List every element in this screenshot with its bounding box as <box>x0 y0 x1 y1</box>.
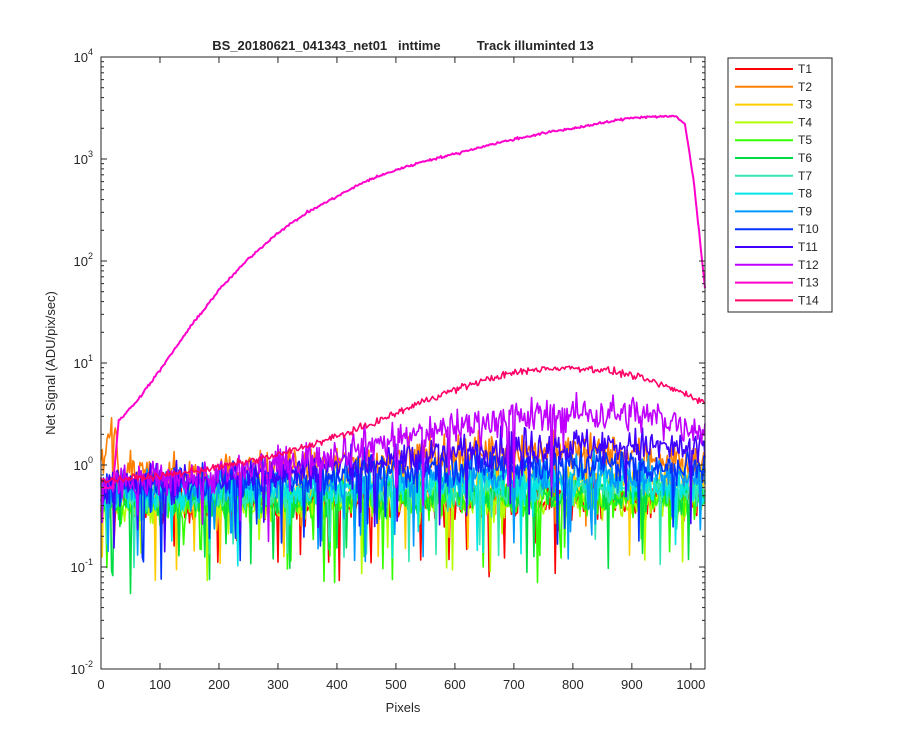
legend-label-t3: T3 <box>798 98 812 112</box>
series-layer <box>100 114 706 595</box>
legend-label-t10: T10 <box>798 222 819 236</box>
y-tick-label: 104 <box>74 47 93 65</box>
legend-label-t14: T14 <box>798 293 819 307</box>
x-tick-label: 900 <box>621 677 643 692</box>
legend-label-t8: T8 <box>798 187 812 201</box>
x-tick-label: 800 <box>562 677 584 692</box>
y-tick-label: 102 <box>74 251 93 269</box>
x-tick-label: 300 <box>267 677 289 692</box>
legend-label-t4: T4 <box>798 115 812 129</box>
y-axis: 10-2 10-1 100 101 102 103 104 <box>71 47 705 677</box>
legend-label-t6: T6 <box>798 151 812 165</box>
x-tick-label: 400 <box>326 677 348 692</box>
legend-label-t7: T7 <box>798 169 812 183</box>
x-tick-label: 700 <box>503 677 525 692</box>
x-tick-label: 200 <box>208 677 230 692</box>
series-line-t14 <box>100 365 706 484</box>
x-tick-label: 100 <box>149 677 171 692</box>
chart-title: BS_20180621_041343_net01 inttime Track i… <box>212 38 594 53</box>
legend-label-t1: T1 <box>798 62 812 76</box>
legend-label-t5: T5 <box>798 133 812 147</box>
x-tick-label: 600 <box>444 677 466 692</box>
series-line-t11 <box>100 425 706 553</box>
y-tick-label: 103 <box>74 149 93 167</box>
x-axis: 0 100 200 300 400 500 600 700 800 900 1000 <box>97 57 705 692</box>
y-tick-label: 10-2 <box>71 659 93 677</box>
x-axis-title: Pixels <box>386 700 421 715</box>
y-tick-label: 10-1 <box>71 557 93 575</box>
legend-label-t11: T11 <box>798 240 818 254</box>
legend-label-t2: T2 <box>798 80 812 94</box>
y-axis-title: Net Signal (ADU/pix/sec) <box>43 291 58 435</box>
legend-label-t12: T12 <box>798 258 819 272</box>
x-tick-label: 500 <box>385 677 407 692</box>
y-tick-label: 101 <box>74 353 93 371</box>
legend-label-t13: T13 <box>798 276 819 290</box>
legend: T1 T2 T3 T4 T5 T6 T7 T8 T9 T10 T11 T12 T13 T14 <box>727 57 833 313</box>
legend-box <box>727 57 833 313</box>
y-tick-label: 100 <box>74 455 93 473</box>
x-tick-label: 1000 <box>676 677 705 692</box>
legend-label-t9: T9 <box>798 204 812 218</box>
series-line-t13 <box>100 114 706 490</box>
series-line-t12 <box>100 391 706 543</box>
plot-area <box>101 57 705 669</box>
x-tick-label: 0 <box>97 677 104 692</box>
